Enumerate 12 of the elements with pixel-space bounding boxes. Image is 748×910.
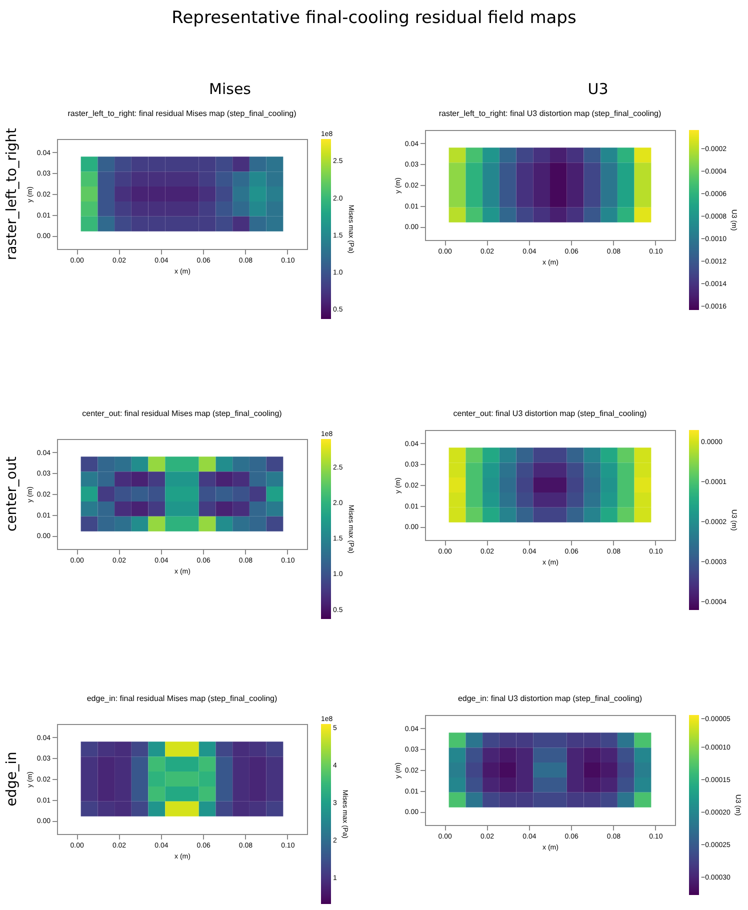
text: center_out <box>3 456 21 534</box>
chart-title: center_out: final residual Mises map (step_final_cooling) <box>82 409 282 418</box>
chart-title: raster_left_to_right: final residual Mises map (step_final_cooling) <box>68 109 297 118</box>
chart-title: edge_in: final U3 distortion map (step_final_cooling) <box>458 694 642 703</box>
chart-title: raster_left_to_right: final U3 distortion map (step_final_cooling) <box>438 109 662 118</box>
text: edge_in <box>3 750 21 808</box>
chart-title: edge_in: final residual Mises map (step_final_cooling) <box>86 694 278 703</box>
text: Mises <box>208 80 252 98</box>
text: Representative final-cooling residual field maps <box>170 8 578 28</box>
text: U3 <box>586 80 610 98</box>
text: raster_left_to_right <box>3 126 21 262</box>
chart-title: center_out: final U3 distortion map (step_final_cooling) <box>453 409 648 418</box>
